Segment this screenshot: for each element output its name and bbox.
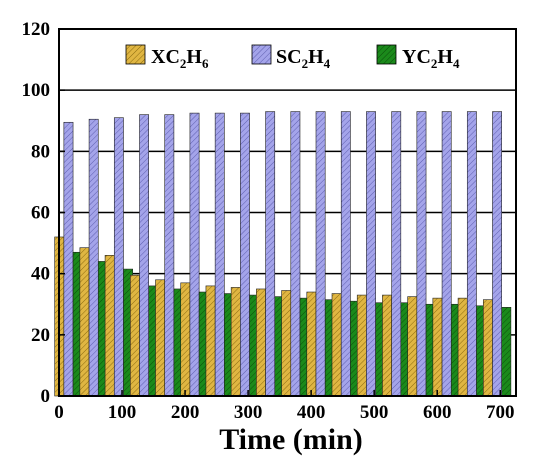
bar-sc2h4-335 — [265, 111, 276, 397]
bar-xc2h6-495 — [356, 294, 367, 397]
x-axis-ticks: 0 100 200 300 400 500 600 700 — [54, 390, 514, 423]
bar-xc2h6-575 — [407, 296, 418, 397]
legend-item-xc2h6: XC2H6 — [125, 44, 209, 71]
bar-xc2h6-335 — [256, 288, 266, 397]
x-tick-label: 600 — [423, 402, 452, 423]
bar-xc2h6-695 — [482, 299, 493, 397]
legend-label-sc2h4: SC2H4 — [276, 46, 331, 71]
x-tick-label: 700 — [486, 402, 515, 423]
bar-xc2h6-455 — [331, 293, 342, 397]
x-tick-label: 300 — [234, 402, 263, 423]
y-tick-label: 100 — [22, 80, 51, 101]
bar-xc2h6-255 — [205, 285, 216, 397]
legend-item-yc2h4: YC2H4 — [376, 44, 460, 71]
bar-xc2h6-175 — [155, 279, 166, 397]
bar-xc2h6-95 — [104, 255, 115, 397]
bar-sc2h4-535 — [391, 111, 402, 397]
bar-xc2h6-215 — [180, 282, 191, 397]
bar-sc2h4-455 — [340, 111, 351, 397]
bar-xc2h6-535 — [382, 294, 392, 397]
y-tick-label: 0 — [41, 386, 51, 407]
bar-sc2h4-575 — [416, 111, 427, 397]
legend: XC2H6 SC2H4 YC2H4 — [125, 44, 460, 71]
bar-sc2h4-295 — [240, 112, 250, 397]
bar-sc2h4-615 — [441, 111, 452, 397]
bar-sc2h4-495 — [366, 111, 376, 397]
y-tick-label: 120 — [22, 19, 51, 40]
x-tick-label: 100 — [108, 402, 137, 423]
legend-swatch-xc2h6 — [125, 44, 146, 65]
bar-xc2h6-135 — [130, 274, 140, 397]
bar-sc2h4-215 — [189, 112, 200, 397]
bar-sc2h4-375 — [290, 111, 301, 397]
y-tick-label: 60 — [31, 203, 50, 224]
bar-xc2h6-655 — [457, 297, 468, 397]
bar-sc2h4-255 — [214, 112, 225, 397]
bar-xc2h6-415 — [306, 291, 317, 397]
y-axis-ticks: 0 20 40 60 80 100 120 — [22, 19, 65, 407]
bar-sc2h4-15 — [63, 121, 74, 397]
y-tick-label: 80 — [31, 141, 50, 162]
x-tick-label: 400 — [297, 402, 326, 423]
bar-sc2h4-695 — [492, 111, 502, 397]
x-tick-label: 200 — [171, 402, 200, 423]
bar-sc2h4-655 — [466, 111, 477, 397]
bar-sc2h4-415 — [315, 111, 326, 397]
bar-sc2h4-95 — [113, 117, 124, 397]
x-tick-label: 0 — [54, 402, 64, 423]
legend-label-yc2h4: YC2H4 — [402, 46, 460, 71]
bar-xc2h6-295 — [230, 287, 241, 397]
legend-swatch-sc2h4 — [251, 44, 272, 65]
bar-xc2h6-55 — [79, 247, 90, 397]
y-tick-label: 40 — [31, 264, 50, 285]
legend-label-xc2h6: XC2H6 — [151, 46, 209, 71]
bars-layer — [54, 111, 512, 397]
bar-yc2h4-695 — [501, 307, 512, 397]
bar-xc2h6-375 — [281, 290, 292, 397]
bar-sc2h4-175 — [164, 114, 175, 397]
bar-sc2h4-135 — [139, 114, 149, 397]
x-axis-label: Time (min) — [219, 423, 363, 456]
y-tick-label: 20 — [31, 325, 50, 346]
bar-sc2h4-55 — [88, 118, 99, 397]
bar-xc2h6-615 — [432, 297, 443, 397]
x-tick-label: 500 — [360, 402, 389, 423]
legend-item-sc2h4: SC2H4 — [251, 44, 331, 71]
legend-swatch-yc2h4 — [376, 44, 397, 65]
